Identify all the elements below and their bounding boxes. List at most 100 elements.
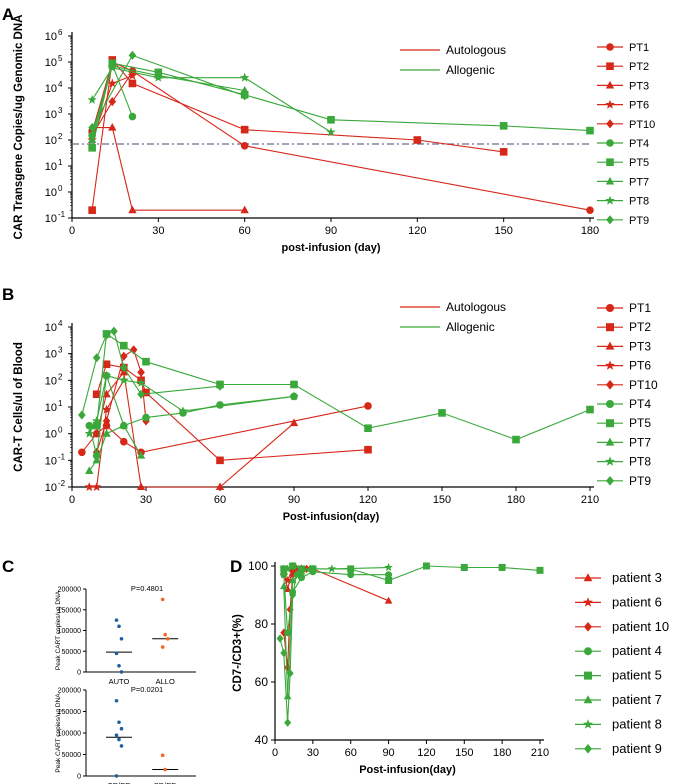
legend-swatch-marker bbox=[605, 176, 615, 185]
data-point bbox=[120, 341, 128, 350]
data-point bbox=[165, 637, 170, 641]
data-point bbox=[290, 380, 298, 389]
data-point bbox=[119, 670, 124, 674]
data-point bbox=[119, 421, 128, 429]
y-tick-exponent: -1 bbox=[58, 452, 66, 461]
legend-swatch-marker bbox=[606, 323, 614, 332]
data-point bbox=[107, 62, 117, 72]
data-point bbox=[460, 563, 468, 571]
y-axis-title: Peak CART copies/ug DNA bbox=[55, 590, 62, 670]
series-pt9 bbox=[88, 50, 249, 133]
series-pt1 bbox=[78, 402, 372, 457]
series-pt7 bbox=[85, 421, 146, 474]
legend-swatch-marker bbox=[605, 360, 615, 370]
legend-entry: patient 9 bbox=[612, 741, 662, 756]
data-point bbox=[128, 50, 137, 60]
y-tick-label: 10 bbox=[45, 213, 57, 225]
data-point bbox=[117, 624, 121, 629]
data-point bbox=[117, 737, 121, 742]
y-tick-label: 10 bbox=[45, 429, 57, 441]
data-point bbox=[240, 205, 249, 214]
data-point bbox=[498, 563, 506, 571]
x-tick-label: 60 bbox=[214, 494, 226, 506]
data-point bbox=[129, 345, 138, 355]
data-point bbox=[289, 418, 299, 427]
data-point bbox=[384, 596, 393, 604]
chart-c-response: 0 50000 100000 150000 200000 CR/PR SD/PD Peak C… bbox=[55, 685, 196, 784]
data-point bbox=[108, 97, 117, 107]
y-tick-label: 10 bbox=[45, 482, 57, 494]
data-point bbox=[114, 774, 119, 778]
legend-entry: PT7 bbox=[629, 176, 649, 188]
data-point bbox=[347, 571, 355, 579]
data-point bbox=[119, 726, 124, 731]
y-tick-label: 10 bbox=[45, 135, 57, 147]
panel-label-c: C bbox=[2, 557, 14, 576]
data-point bbox=[279, 564, 289, 573]
panel-label-a: A bbox=[2, 5, 14, 24]
data-point bbox=[292, 570, 300, 579]
legend-line-label: Allogenic bbox=[446, 63, 495, 77]
legend-entry: PT4 bbox=[629, 138, 649, 150]
series-line bbox=[283, 568, 311, 668]
series-pt3 bbox=[87, 123, 249, 214]
data-point bbox=[84, 428, 94, 438]
x-tick-label: 180 bbox=[507, 494, 525, 506]
y-tick-label: 100 bbox=[248, 559, 268, 573]
series-line bbox=[91, 61, 591, 211]
legend-entry: PT6 bbox=[629, 359, 651, 373]
legend-entry: PT9 bbox=[629, 215, 649, 227]
x-tick-label: 150 bbox=[433, 494, 451, 506]
legend-swatch-marker bbox=[605, 437, 615, 446]
x-axis-title: Post-infusion(day) bbox=[283, 511, 380, 523]
data-point bbox=[142, 388, 150, 397]
y-tick-label: 60 bbox=[255, 675, 269, 689]
legend-swatch-marker bbox=[605, 195, 615, 205]
data-point bbox=[240, 141, 249, 150]
legend-entry: PT1 bbox=[629, 42, 649, 54]
y-tick-label: 40 bbox=[255, 733, 269, 747]
series-pt9 bbox=[78, 326, 224, 420]
y-tick-label: 10 bbox=[45, 402, 57, 414]
data-point bbox=[128, 112, 137, 121]
data-point bbox=[364, 424, 372, 433]
series-patient-5 bbox=[280, 562, 544, 584]
legend-entry: PT8 bbox=[629, 455, 651, 469]
series-line bbox=[91, 58, 504, 211]
group-cr-pr bbox=[106, 698, 132, 778]
y-tick-exponent: 3 bbox=[58, 106, 63, 115]
y-tick-label: 0 bbox=[77, 670, 81, 677]
y-tick-label: 10 bbox=[45, 57, 57, 69]
data-point bbox=[283, 692, 292, 700]
data-point bbox=[102, 360, 111, 369]
series-pt2 bbox=[88, 56, 508, 214]
legend-swatch-marker bbox=[583, 719, 593, 729]
x-tick-label: 90 bbox=[288, 494, 300, 506]
data-point bbox=[280, 648, 288, 658]
y-tick-exponent: 0 bbox=[58, 184, 63, 193]
x-axis-title: post-infusion (day) bbox=[282, 242, 381, 254]
panel-label-b: B bbox=[2, 285, 14, 304]
series-line bbox=[92, 127, 245, 211]
data-point bbox=[284, 718, 292, 727]
data-point bbox=[283, 585, 292, 592]
data-point bbox=[142, 413, 150, 422]
group-auto bbox=[106, 618, 132, 674]
legend-entry: patient 4 bbox=[612, 643, 662, 658]
data-point bbox=[84, 482, 94, 491]
data-point bbox=[78, 410, 86, 420]
legend-entry: patient 10 bbox=[612, 619, 669, 634]
data-point bbox=[136, 482, 146, 491]
data-point bbox=[289, 590, 297, 600]
data-point bbox=[280, 628, 288, 637]
data-point bbox=[215, 482, 225, 491]
y-axis-title: CAR Transgene Copies/ug Genomic DNA bbox=[13, 15, 25, 240]
data-point bbox=[102, 330, 111, 340]
data-point bbox=[102, 416, 111, 426]
legend-entry: PT5 bbox=[629, 157, 649, 169]
y-tick-label: 150000 bbox=[58, 709, 81, 716]
series-pt5 bbox=[88, 59, 594, 152]
y-tick-label: 50000 bbox=[62, 752, 82, 759]
x-tick-label: 120 bbox=[417, 747, 435, 759]
